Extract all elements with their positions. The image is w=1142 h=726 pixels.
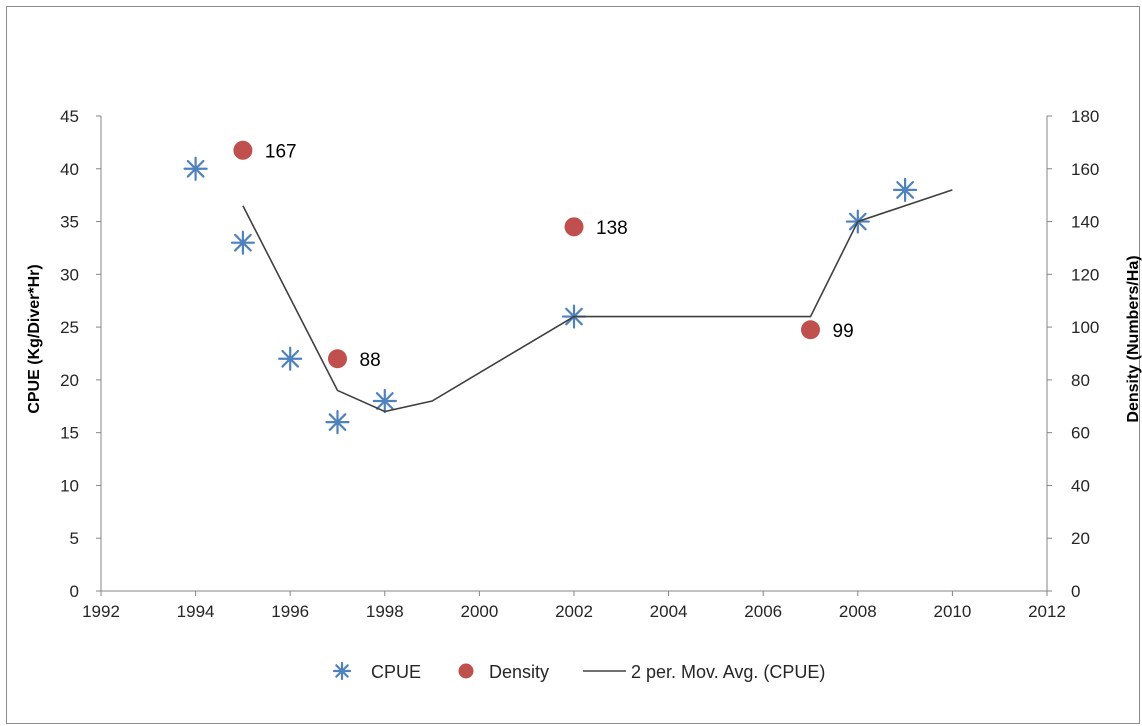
y-tick-label: 35 — [60, 213, 79, 232]
asterisk-stroke — [335, 664, 349, 678]
y2-axis-title: Density (Numbers/Ha) — [1125, 255, 1142, 422]
cpue-point — [230, 230, 255, 255]
y2-tick-label: 160 — [1071, 160, 1099, 179]
density-data-label: 138 — [596, 218, 628, 239]
x-tick-label: 2004 — [650, 602, 688, 621]
density-point — [564, 217, 584, 237]
x-tick-label: 1996 — [271, 602, 309, 621]
legend-mavg-label: 2 per. Mov. Avg. (CPUE) — [631, 662, 825, 682]
x-tick-label: 2000 — [460, 602, 498, 621]
y2-tick-label: 140 — [1071, 213, 1099, 232]
y-tick-label: 15 — [60, 424, 79, 443]
cpue-point — [183, 156, 208, 181]
legend-density-label: Density — [489, 662, 549, 682]
y2-tick-label: 40 — [1071, 476, 1090, 495]
cpue-point — [278, 346, 303, 371]
asterisk-stroke — [234, 233, 252, 252]
cpue-point — [325, 410, 350, 435]
x-tick-label: 2002 — [555, 602, 593, 621]
density-point — [801, 320, 820, 340]
y-tick-label: 5 — [70, 529, 79, 548]
moving-average-line — [242, 189, 953, 413]
y2-tick-label: 180 — [1071, 107, 1099, 126]
density-point — [328, 349, 347, 369]
x-tick-label: 2010 — [933, 602, 971, 621]
legend-cpue-marker — [332, 661, 352, 681]
x-tick-label: 2008 — [839, 602, 877, 621]
plot-area: 167 88 138 99 — [183, 140, 953, 435]
legend-density-marker — [458, 663, 474, 679]
y-tick-label: 40 — [60, 160, 79, 179]
y2-tick-label: 0 — [1071, 582, 1080, 601]
x-tick-label: 1994 — [177, 602, 215, 621]
cpue-point — [372, 388, 397, 414]
y-axis-title: CPUE (Kg/Diver*Hr) — [26, 264, 43, 413]
y-tick-label: 25 — [60, 318, 79, 337]
y2-tick-label: 20 — [1071, 529, 1090, 548]
y-tick-label: 20 — [60, 371, 79, 390]
asterisk-stroke — [186, 159, 205, 178]
axes: 0 5 10 15 20 25 30 35 40 45 0 20 40 60 80 100 120 140 160 1… — [60, 107, 1099, 621]
cpue-point — [892, 177, 918, 202]
density-data-label: 99 — [833, 321, 854, 342]
x-tick-label: 2012 — [1028, 602, 1066, 621]
asterisk-stroke — [281, 349, 300, 368]
x-tick-label: 2006 — [744, 602, 782, 621]
y2-tick-label: 100 — [1071, 318, 1099, 337]
y2-tick-label: 60 — [1071, 424, 1090, 443]
x-tick-label: 1998 — [366, 602, 404, 621]
legend-cpue-label: CPUE — [371, 662, 421, 682]
chart-frame — [6, 6, 1140, 724]
y2-tick-label: 120 — [1071, 265, 1099, 284]
density-data-label: 167 — [265, 141, 297, 162]
y-tick-label: 30 — [60, 265, 79, 284]
y-tick-label: 0 — [70, 582, 79, 601]
density-data-label: 88 — [360, 350, 381, 371]
asterisk-stroke — [328, 413, 347, 431]
asterisk-stroke — [896, 181, 914, 199]
y2-tick-label: 80 — [1071, 371, 1090, 390]
density-point — [233, 140, 253, 160]
asterisk-stroke — [375, 392, 394, 410]
y-tick-label: 45 — [60, 107, 79, 126]
y-tick-label: 10 — [60, 476, 79, 495]
legend: CPUE Density 2 per. Mov. Avg. (CPUE) — [332, 661, 825, 682]
x-tick-label: 1992 — [82, 602, 120, 621]
